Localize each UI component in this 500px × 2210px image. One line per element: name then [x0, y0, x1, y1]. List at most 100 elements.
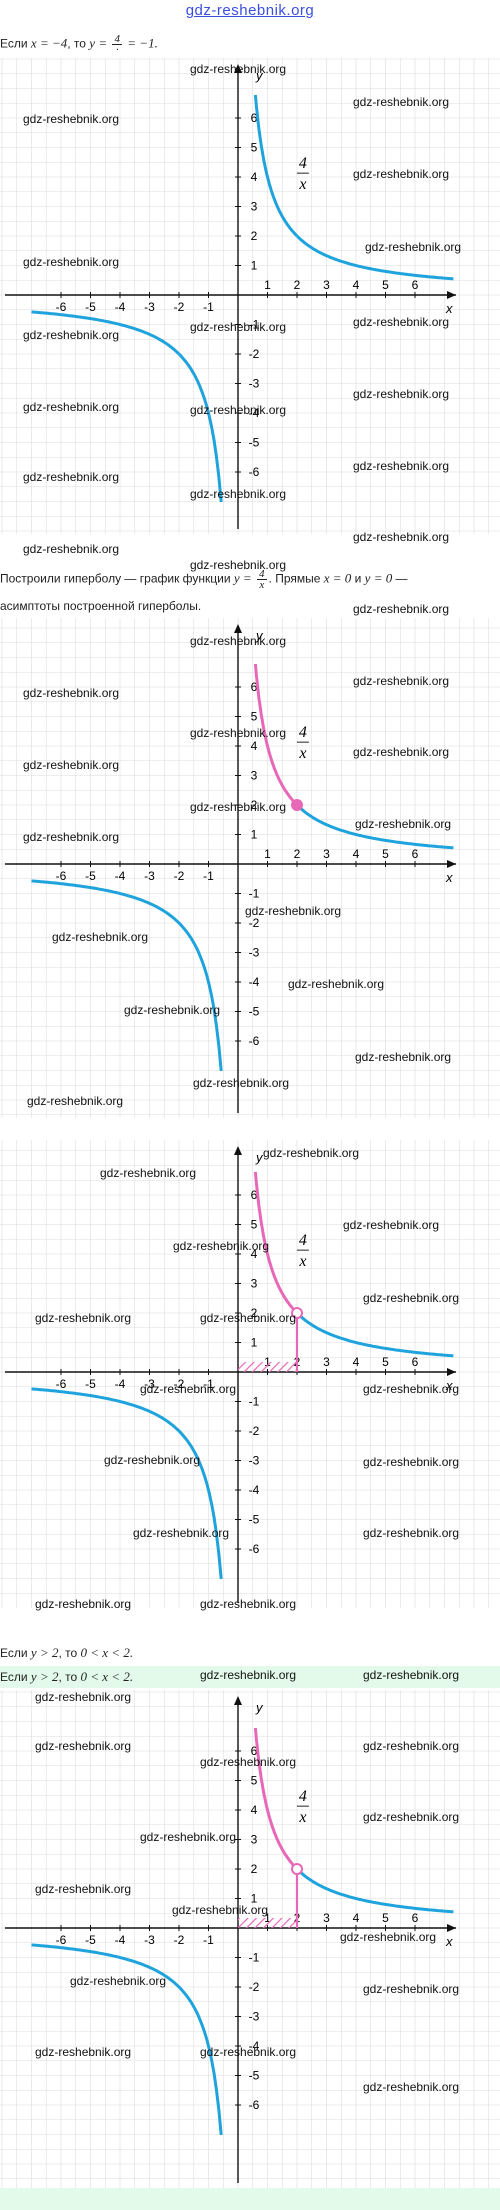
- x-tick-label: -5: [85, 1933, 96, 1947]
- x-tick-label: 4: [353, 278, 360, 292]
- x-tick-label: -6: [56, 300, 67, 314]
- watermark: gdz-reshebnik.org: [193, 1076, 290, 1090]
- watermark: gdz-reshebnik.org: [343, 1218, 440, 1232]
- y-axis-arrow: [234, 1696, 242, 1705]
- watermark: gdz-reshebnik.org: [355, 817, 452, 831]
- hyperbola-branch-left: [31, 310, 223, 503]
- y-tick-label: 6: [251, 680, 258, 694]
- y-tick-label: 6: [251, 1744, 258, 1758]
- x-tick-label: -1: [203, 1377, 214, 1391]
- x-axis-label: x: [445, 1934, 453, 1949]
- x-tick-label: 4: [353, 1911, 360, 1925]
- x-tick-label: 3: [323, 278, 330, 292]
- x-tick-label: 4: [353, 1355, 360, 1369]
- watermark: gdz-reshebnik.org: [200, 1668, 297, 1682]
- watermark: gdz-reshebnik.org: [340, 1930, 437, 1944]
- x-tick-label: -4: [115, 869, 126, 883]
- y-tick-label: -2: [249, 347, 260, 361]
- x-tick-label: 3: [323, 1355, 330, 1369]
- watermark: gdz-reshebnik.org: [70, 1974, 167, 1988]
- site-header: gdz-reshebnik.org: [0, 0, 500, 24]
- y-tick-label: -4: [249, 406, 260, 420]
- x-tick-label: 2: [294, 847, 301, 861]
- y-axis-label: y: [255, 628, 264, 643]
- y-tick-label: 3: [251, 200, 258, 214]
- y-tick-label: 3: [251, 1833, 258, 1847]
- watermark: gdz-reshebnik.org: [23, 112, 120, 126]
- watermark: gdz-reshebnik.org: [363, 2080, 460, 2094]
- y-tick-label: -3: [249, 1454, 260, 1468]
- grid: [0, 618, 500, 1118]
- text-line-3: асимптоты построенной гиперболы.: [0, 599, 202, 613]
- y-tick-label: -6: [249, 465, 260, 479]
- watermark: gdz-reshebnik.org: [263, 1146, 360, 1160]
- watermark: gdz-reshebnik.org: [35, 2045, 132, 2059]
- watermark: gdz-reshebnik.org: [363, 1739, 460, 1753]
- watermark: gdz-reshebnik.org: [23, 758, 120, 772]
- y-tick-label: 2: [251, 229, 258, 243]
- x-tick-label: -3: [144, 1377, 155, 1391]
- bottom-band: [0, 2188, 500, 2210]
- line1-tail: = −1.: [127, 35, 158, 51]
- y-tick-label: -5: [249, 436, 260, 450]
- watermark: gdz-reshebnik.org: [353, 602, 450, 616]
- y-tick-label: 2: [251, 798, 258, 812]
- text-line-5: Если y > 2, то 0 < x < 2.: [0, 1666, 500, 1688]
- x-tick-label: 5: [382, 1911, 389, 1925]
- line1-mid: , то: [67, 36, 90, 51]
- watermark: gdz-reshebnik.org: [190, 320, 287, 334]
- function-label-den: x: [298, 1809, 306, 1826]
- watermark: gdz-reshebnik.org: [23, 328, 120, 342]
- watermark: gdz-reshebnik.org: [23, 830, 120, 844]
- y-tick-label: -2: [249, 1980, 260, 1994]
- watermark: gdz-reshebnik.org: [27, 1094, 124, 1108]
- watermark: gdz-reshebnik.org: [200, 1755, 297, 1769]
- y-tick-label: -1: [249, 318, 260, 332]
- interval-hatch: [238, 1362, 297, 1372]
- watermark: gdz-reshebnik.org: [363, 1455, 460, 1469]
- y-tick-label: -1: [249, 1951, 260, 1965]
- function-label-num: 4: [299, 1788, 307, 1805]
- line2-and: и: [351, 571, 365, 586]
- y-tick-label: 2: [251, 1306, 258, 1320]
- y-tick-label: -3: [249, 2010, 260, 2024]
- y-tick-label: -6: [249, 1542, 260, 1556]
- watermark: gdz-reshebnik.org: [140, 1382, 237, 1396]
- watermark: gdz-reshebnik.org: [190, 800, 287, 814]
- line2-end: —: [392, 571, 408, 586]
- x-tick-label: 6: [412, 278, 419, 292]
- x-tick-label: -5: [85, 869, 96, 883]
- line1-prefix: Если: [0, 36, 31, 51]
- watermark: gdz-reshebnik.org: [363, 1668, 460, 1682]
- site-link[interactable]: gdz-reshebnik.org: [185, 2, 315, 19]
- watermark: gdz-reshebnik.org: [200, 2045, 297, 2059]
- line2-y-eq: y =: [233, 570, 252, 586]
- line1-y-eq: y =: [89, 35, 108, 51]
- watermark: gdz-reshebnik.org: [363, 1526, 460, 1540]
- y-tick-label: 4: [251, 739, 258, 753]
- x-tick-label: -1: [203, 869, 214, 883]
- x-axis-arrow: [447, 1924, 456, 1932]
- watermark: gdz-reshebnik.org: [140, 1830, 237, 1844]
- watermark: gdz-reshebnik.org: [363, 1810, 460, 1824]
- line2-prefix: Построили гиперболу — график функции: [0, 571, 234, 586]
- y-tick-label: 4: [251, 1247, 258, 1261]
- function-label-den: x: [298, 1253, 306, 1270]
- x-axis-arrow: [447, 860, 456, 868]
- y-axis-arrow: [234, 64, 242, 73]
- x-tick-label: 1: [264, 847, 271, 861]
- x-tick-label: 5: [382, 1355, 389, 1369]
- x-axis-label: x: [445, 1378, 453, 1393]
- watermark: gdz-reshebnik.org: [353, 167, 450, 181]
- watermark: gdz-reshebnik.org: [190, 558, 287, 572]
- y-tick-label: 5: [251, 710, 258, 724]
- x-tick-label: 1: [264, 278, 271, 292]
- x-tick-label: -3: [144, 1933, 155, 1947]
- y-axis-arrow: [234, 1146, 242, 1155]
- watermark: gdz-reshebnik.org: [173, 1239, 270, 1253]
- watermark: gdz-reshebnik.org: [363, 1982, 460, 1996]
- y-tick-label: -6: [249, 1034, 260, 1048]
- x-tick-label: -4: [115, 1377, 126, 1391]
